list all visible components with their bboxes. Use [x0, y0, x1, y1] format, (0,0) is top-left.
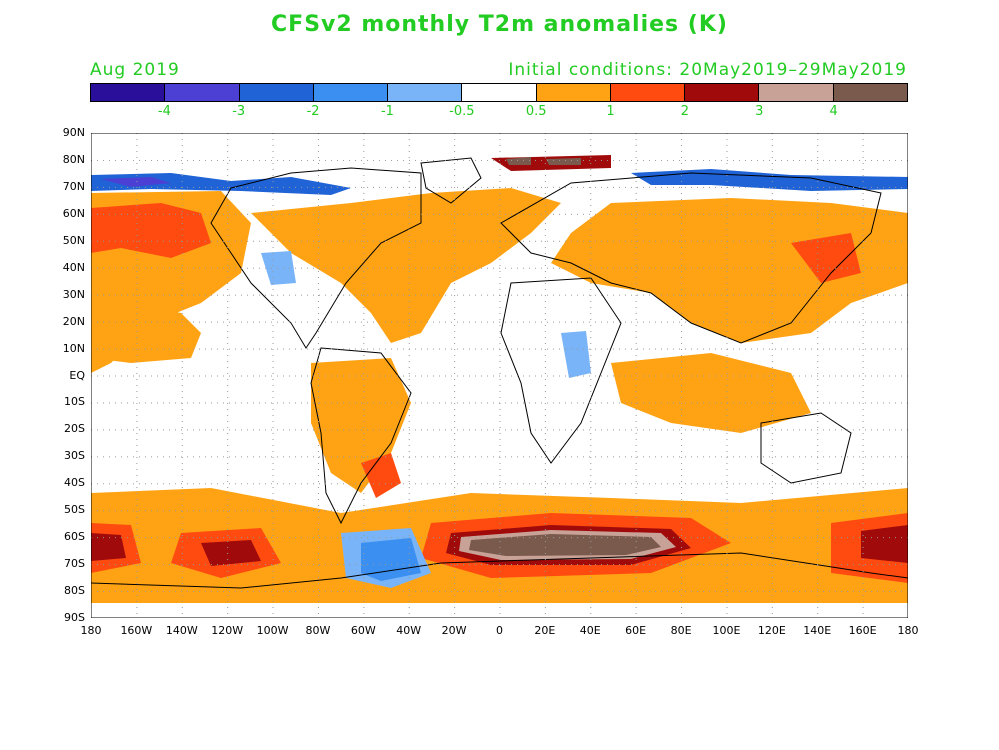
greenland-coast [420, 157, 482, 204]
colorbar-label: -0.5 [449, 104, 475, 119]
anomaly-map [91, 133, 908, 618]
arctic-cold-core [101, 177, 171, 187]
longitude-label: 20E [534, 624, 556, 637]
colorbar-label: -2 [306, 104, 320, 119]
arctic-warm-core [506, 157, 531, 165]
colorbar-swatch [388, 84, 463, 101]
latitude-label: 20S [64, 422, 85, 436]
weddell-cold-2 [361, 538, 421, 581]
indian-ocean-warm [611, 353, 811, 433]
latitude-label: 50S [64, 503, 85, 517]
longitude-label: 160W [120, 624, 153, 637]
australia-coast [760, 412, 852, 484]
initial-conditions: Initial conditions: 20May2019–29May2019 [508, 60, 907, 80]
colorbar-swatch [91, 84, 166, 101]
colorbar-swatch [462, 84, 537, 101]
latitude-label: 70N [62, 179, 85, 193]
south-america-strong-warm [361, 453, 401, 498]
colorbar-swatch [685, 84, 760, 101]
longitude-label: 40E [579, 624, 601, 637]
tropical-pacific-warm [91, 303, 201, 363]
latitude-label: 10S [64, 395, 85, 409]
north-america-cold [261, 251, 296, 285]
forecast-month: Aug 2019 [90, 60, 180, 80]
latitude-label: 10N [62, 341, 85, 355]
coastlines [91, 157, 908, 589]
arctic-warm-core-2 [546, 158, 581, 165]
colorbar-swatch [833, 84, 907, 101]
colorbar-swatch [759, 84, 834, 101]
colorbar-swatch [165, 84, 240, 101]
arctic-cold-east [631, 169, 908, 191]
latitude-label: 60N [62, 206, 85, 220]
colorbar-label: 3 [755, 104, 764, 119]
longitude-label: 60E [625, 624, 647, 637]
colorbar-label: -1 [380, 104, 394, 119]
asia-warm [551, 198, 908, 343]
africa-cold [561, 331, 591, 378]
latitude-label: EQ [69, 368, 85, 382]
north-atlantic-warm [251, 188, 561, 343]
east-asia-strong-warm [791, 233, 861, 283]
colorbar-swatch [239, 84, 314, 101]
longitude-label: 80W [305, 624, 331, 637]
latitude-label: 60S [64, 530, 85, 544]
longitude-label: 180 [80, 624, 102, 637]
latitude-label: 40S [64, 476, 85, 490]
latitude-label: 30S [64, 449, 85, 463]
eurasia-coast [500, 172, 882, 344]
longitude-label: 160E [848, 624, 877, 637]
colorbar-label: 2 [680, 104, 690, 119]
latitude-label: 90S [64, 611, 85, 624]
longitude-label: 120E [757, 624, 786, 637]
antarctica-coast [91, 552, 908, 589]
longitude-label: 180 [897, 624, 919, 637]
colorbar-label: -4 [157, 104, 171, 119]
longitude-label: 80E [670, 624, 692, 637]
north-pacific-strong-warm [91, 203, 211, 258]
colorbar-label: 1 [606, 104, 615, 119]
latitude-label: 90N [62, 126, 85, 139]
colorbar-label: 4 [829, 104, 838, 119]
africa-coast [500, 277, 622, 464]
colorbar-swatch [313, 84, 389, 101]
longitude-label: 60W [350, 624, 376, 637]
east-pacific-warm-3 [861, 525, 908, 563]
latitude-label: 20N [62, 314, 85, 328]
longitude-label: 0 [496, 624, 503, 637]
longitude-label: 100W [256, 624, 289, 637]
latitude-label: 40N [62, 260, 85, 274]
north-america-coast [210, 167, 422, 349]
latitude-label: 80S [64, 584, 85, 598]
graticule [91, 133, 908, 614]
latitude-label: 50N [62, 233, 85, 247]
colorbar-label: 0.5 [525, 104, 547, 119]
longitude-label: 20W [441, 624, 467, 637]
colorbar-swatch [536, 84, 611, 101]
chart-title: CFSv2 monthly T2m anomalies (K) [271, 12, 728, 37]
longitude-label: 40W [396, 624, 422, 637]
latitude-label: 30N [62, 287, 85, 301]
longitude-label: 120W [211, 624, 244, 637]
longitude-label: 140W [165, 624, 198, 637]
longitude-label: 100E [712, 624, 741, 637]
colorbar-label: -3 [232, 104, 246, 119]
longitude-label: 140E [803, 624, 832, 637]
south-america-coast [310, 347, 412, 525]
colorbar-labels: -4 -3 -2 -1 -0.5 0.5 1 2 3 4 [90, 104, 908, 120]
southern-ocean-warm-5 [469, 534, 661, 556]
south-pacific-warm-3 [201, 540, 261, 566]
west-pacific-warm-3 [91, 533, 126, 561]
latitude-label: 70S [64, 557, 85, 571]
latitude-label: 80N [62, 152, 85, 166]
colorbar [90, 83, 908, 102]
colorbar-swatch [610, 84, 686, 101]
anomaly-shading [91, 155, 908, 603]
